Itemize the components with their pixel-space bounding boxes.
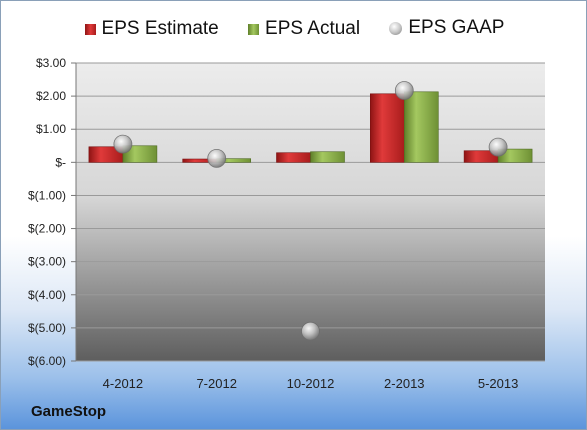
- legend-entry-gaap: EPS GAAP: [389, 17, 504, 39]
- y-tick-label: $1.00: [36, 122, 66, 136]
- x-tick-label: 4-2012: [103, 376, 143, 391]
- gaap-markers: [113, 81, 508, 341]
- x-tick-label: 2-2013: [384, 376, 424, 391]
- legend-label-actual: EPS Actual: [265, 18, 361, 39]
- y-axis-ticks: $3.00 $2.00 $1.00 $- $(1.00) $(2.00) $(3.00) $(…: [28, 56, 77, 368]
- x-tick-label: 7-2012: [196, 376, 236, 391]
- y-tick-label: $2.00: [36, 89, 66, 103]
- y-tick-label: $-: [55, 155, 66, 169]
- legend-swatch-gaap: [389, 21, 403, 35]
- y-tick-label: $(4.00): [28, 288, 66, 302]
- marker-eps-gaap-7-2012: [207, 148, 227, 168]
- legend-swatch-estimate: [84, 23, 96, 35]
- y-tick-label: $(2.00): [28, 222, 66, 236]
- y-tick-label: $(1.00): [28, 188, 66, 202]
- marker-eps-gaap-2-2013: [394, 81, 414, 100]
- legend-entry-actual: EPS Actual: [248, 18, 360, 40]
- plot-area: [76, 63, 545, 361]
- marker-eps-gaap-5-2013: [488, 137, 508, 157]
- x-tick-label: 10-2012: [287, 376, 335, 391]
- company-name: GameStop: [31, 403, 107, 420]
- bar-eps-estimate-10-2012: [276, 152, 311, 163]
- marker-eps-gaap-4-2012: [113, 134, 133, 154]
- marker-eps-gaap-10-2012: [301, 321, 320, 341]
- y-tick-label: $(5.00): [28, 321, 66, 335]
- y-tick-label: $(3.00): [28, 255, 66, 269]
- bars: [88, 91, 533, 163]
- legend-label-estimate: EPS Estimate: [101, 18, 219, 39]
- legend-entry-estimate: EPS Estimate: [84, 18, 219, 40]
- y-tick-label: $3.00: [36, 56, 66, 70]
- legend: EPS Estimate EPS Actual EPS GAAP: [1, 17, 586, 41]
- x-axis-ticks: 4-2012 7-2012 10-2012 2-2013 5-2013: [103, 376, 519, 391]
- y-tick-label: $(6.00): [28, 354, 66, 368]
- bar-eps-estimate-2-2013: [369, 93, 405, 163]
- legend-label-gaap: EPS GAAP: [408, 17, 505, 38]
- bar-eps-actual-2-2013: [403, 91, 439, 163]
- legend-swatch-actual: [248, 23, 260, 35]
- x-tick-label: 5-2013: [478, 376, 518, 391]
- bar-eps-actual-10-2012: [310, 151, 345, 163]
- bar-eps-actual-4-2012: [122, 145, 158, 163]
